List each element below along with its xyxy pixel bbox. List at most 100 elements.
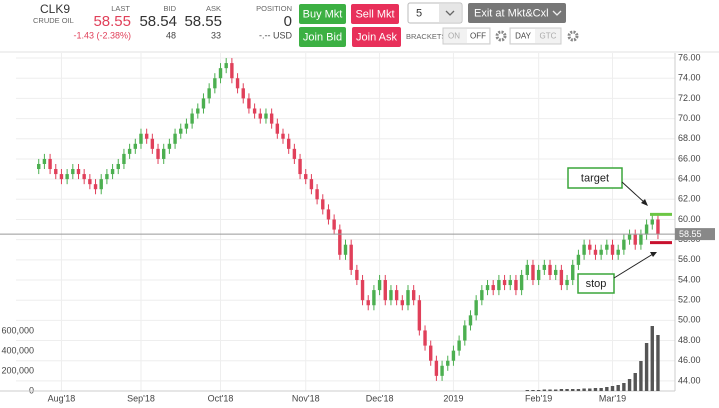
candle-body (355, 269, 359, 281)
candle-body (446, 360, 450, 366)
arrow-head (650, 252, 657, 257)
candle (122, 148, 126, 170)
candle (633, 229, 637, 250)
candle-body (622, 239, 626, 250)
exit-button[interactable]: Exit at Mkt&Cxl (468, 3, 566, 23)
candle-body (553, 269, 558, 275)
candle (298, 153, 302, 180)
candle-body (93, 184, 98, 190)
candle (207, 83, 211, 104)
volume-bar (531, 390, 535, 391)
candle-body (423, 330, 427, 346)
candle-body (389, 290, 393, 301)
candle-body (531, 264, 535, 281)
candle-body (127, 148, 132, 154)
y-tick-label: 48.00 (678, 335, 701, 345)
candle-body (122, 153, 126, 164)
candle-body (656, 219, 660, 235)
volume-tick-label: 600,000 (1, 325, 34, 335)
buy-market-button[interactable]: Buy Mkt (299, 4, 346, 24)
candle-body (156, 148, 160, 159)
tif-settings[interactable] (567, 30, 579, 42)
volume-bar (650, 326, 654, 391)
candle (548, 259, 552, 281)
candle-body (411, 290, 416, 301)
volume-bar (542, 389, 547, 391)
button-bg (468, 3, 566, 23)
sell-market-button[interactable]: Sell Mkt (351, 4, 399, 24)
candle (127, 143, 132, 159)
y-tick-label: 54.00 (678, 274, 701, 284)
candle (54, 163, 58, 180)
toggle-option: ON (448, 32, 460, 41)
candle-body (406, 290, 410, 306)
candle (82, 169, 86, 185)
candle (565, 274, 569, 291)
candle (116, 158, 120, 175)
candle (468, 310, 473, 331)
volume-bar (593, 388, 598, 391)
brackets-toggle[interactable]: ON OFF (442, 27, 491, 45)
arrow-head (641, 199, 648, 206)
candle (264, 108, 268, 124)
candle-body (269, 113, 274, 124)
candle-body (451, 350, 456, 361)
candle-body (616, 249, 620, 255)
y-tick-label: 60.00 (678, 214, 701, 224)
x-tick-label: Oct'18 (208, 393, 234, 403)
candle (224, 58, 228, 74)
volume-bar (599, 388, 603, 391)
candle (241, 83, 245, 104)
candle-body (338, 229, 342, 255)
candle (639, 229, 643, 250)
position-value: -.-- USD (259, 30, 292, 40)
volume-tick-label: 0 (29, 385, 34, 395)
candle (559, 264, 564, 291)
candle (457, 335, 461, 356)
join-ask-button[interactable]: Join Ask (352, 27, 401, 47)
candle-body (321, 199, 325, 210)
candle-body (343, 244, 348, 255)
volume-bar (553, 389, 558, 391)
candle (167, 138, 172, 154)
volume-bar (559, 389, 564, 391)
x-tick-label: Dec'18 (366, 393, 394, 403)
candle (622, 234, 626, 255)
join-bid-button[interactable]: Join Bid (299, 27, 346, 47)
candle-body (196, 108, 200, 114)
candle (593, 244, 598, 260)
candle (366, 295, 370, 311)
candle-body (565, 280, 569, 286)
volume-bar (565, 389, 569, 391)
candle-body (485, 285, 490, 291)
candle-body (298, 158, 302, 175)
brackets-settings[interactable] (495, 30, 507, 42)
candle-body (292, 148, 297, 159)
candle (502, 274, 507, 291)
annotation-box (567, 167, 623, 189)
candle-body (264, 113, 268, 119)
candle-body (235, 78, 240, 89)
quantity-select[interactable]: 5 (407, 2, 463, 24)
candle-body (571, 264, 575, 281)
x-tick-label: Mar'19 (599, 393, 626, 403)
candle-body (258, 113, 262, 119)
candle-body (42, 158, 47, 164)
tif-toggle[interactable]: DAY GTC (509, 27, 562, 45)
candle (440, 360, 444, 381)
x-tick-label: 2019 (443, 393, 463, 403)
candle (59, 169, 64, 185)
y-tick-label: 72.00 (678, 93, 701, 103)
candle (326, 204, 331, 225)
candle (383, 274, 387, 306)
candle (281, 128, 285, 144)
candle (519, 269, 524, 296)
candle-body (241, 88, 245, 99)
candle (93, 179, 98, 195)
candle-body (349, 244, 353, 270)
candle-body (332, 219, 336, 230)
symbol-name: CRUDE OIL (33, 16, 74, 25)
annotation-arrow (613, 253, 654, 279)
candle (139, 128, 143, 149)
